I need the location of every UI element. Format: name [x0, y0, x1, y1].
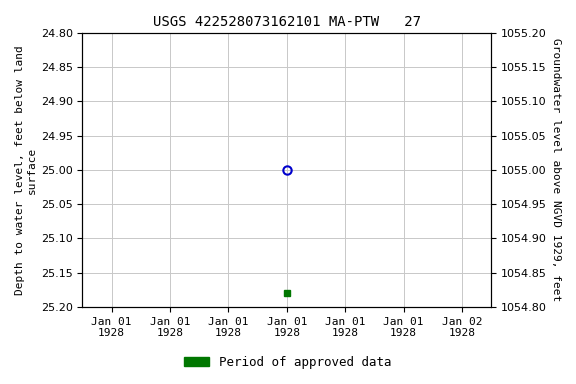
Title: USGS 422528073162101 MA-PTW   27: USGS 422528073162101 MA-PTW 27	[153, 15, 421, 29]
Legend: Period of approved data: Period of approved data	[179, 351, 397, 374]
Y-axis label: Depth to water level, feet below land
surface: Depth to water level, feet below land su…	[15, 45, 37, 295]
Y-axis label: Groundwater level above NGVD 1929, feet: Groundwater level above NGVD 1929, feet	[551, 38, 561, 301]
